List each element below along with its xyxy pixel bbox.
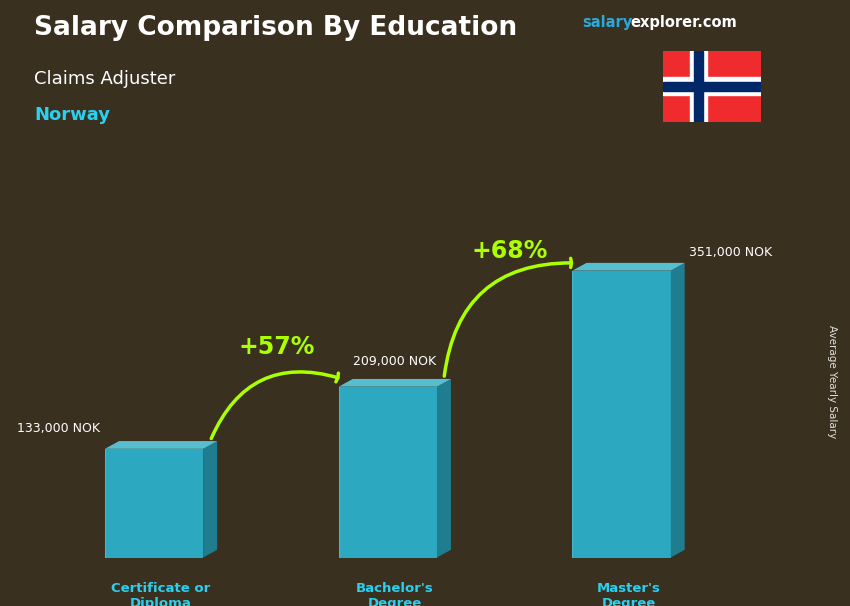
Polygon shape bbox=[437, 379, 451, 558]
Text: Certificate or
Diploma: Certificate or Diploma bbox=[111, 582, 211, 606]
Text: +57%: +57% bbox=[238, 335, 314, 359]
Text: 133,000 NOK: 133,000 NOK bbox=[17, 422, 100, 435]
Text: 351,000 NOK: 351,000 NOK bbox=[689, 247, 773, 259]
Polygon shape bbox=[573, 263, 684, 271]
Bar bbox=[663, 78, 761, 95]
Text: salary: salary bbox=[582, 15, 632, 30]
Text: 209,000 NOK: 209,000 NOK bbox=[354, 355, 436, 368]
Text: Master's
Degree: Master's Degree bbox=[597, 582, 660, 606]
Text: +68%: +68% bbox=[472, 239, 548, 262]
FancyArrowPatch shape bbox=[445, 258, 571, 376]
Polygon shape bbox=[203, 441, 218, 558]
Bar bbox=[689, 51, 707, 122]
Polygon shape bbox=[338, 387, 437, 558]
Text: Average Yearly Salary: Average Yearly Salary bbox=[827, 325, 837, 438]
Bar bbox=[694, 51, 703, 122]
Text: Bachelor's
Degree: Bachelor's Degree bbox=[356, 582, 434, 606]
Polygon shape bbox=[671, 263, 684, 558]
Text: Claims Adjuster: Claims Adjuster bbox=[34, 70, 175, 88]
FancyArrowPatch shape bbox=[212, 372, 338, 439]
Bar bbox=[663, 82, 761, 91]
Polygon shape bbox=[573, 271, 671, 558]
Polygon shape bbox=[105, 449, 203, 558]
Text: Norway: Norway bbox=[34, 106, 110, 124]
Polygon shape bbox=[105, 441, 218, 449]
Text: Salary Comparison By Education: Salary Comparison By Education bbox=[34, 15, 517, 41]
Polygon shape bbox=[338, 379, 450, 387]
Text: explorer.com: explorer.com bbox=[631, 15, 738, 30]
